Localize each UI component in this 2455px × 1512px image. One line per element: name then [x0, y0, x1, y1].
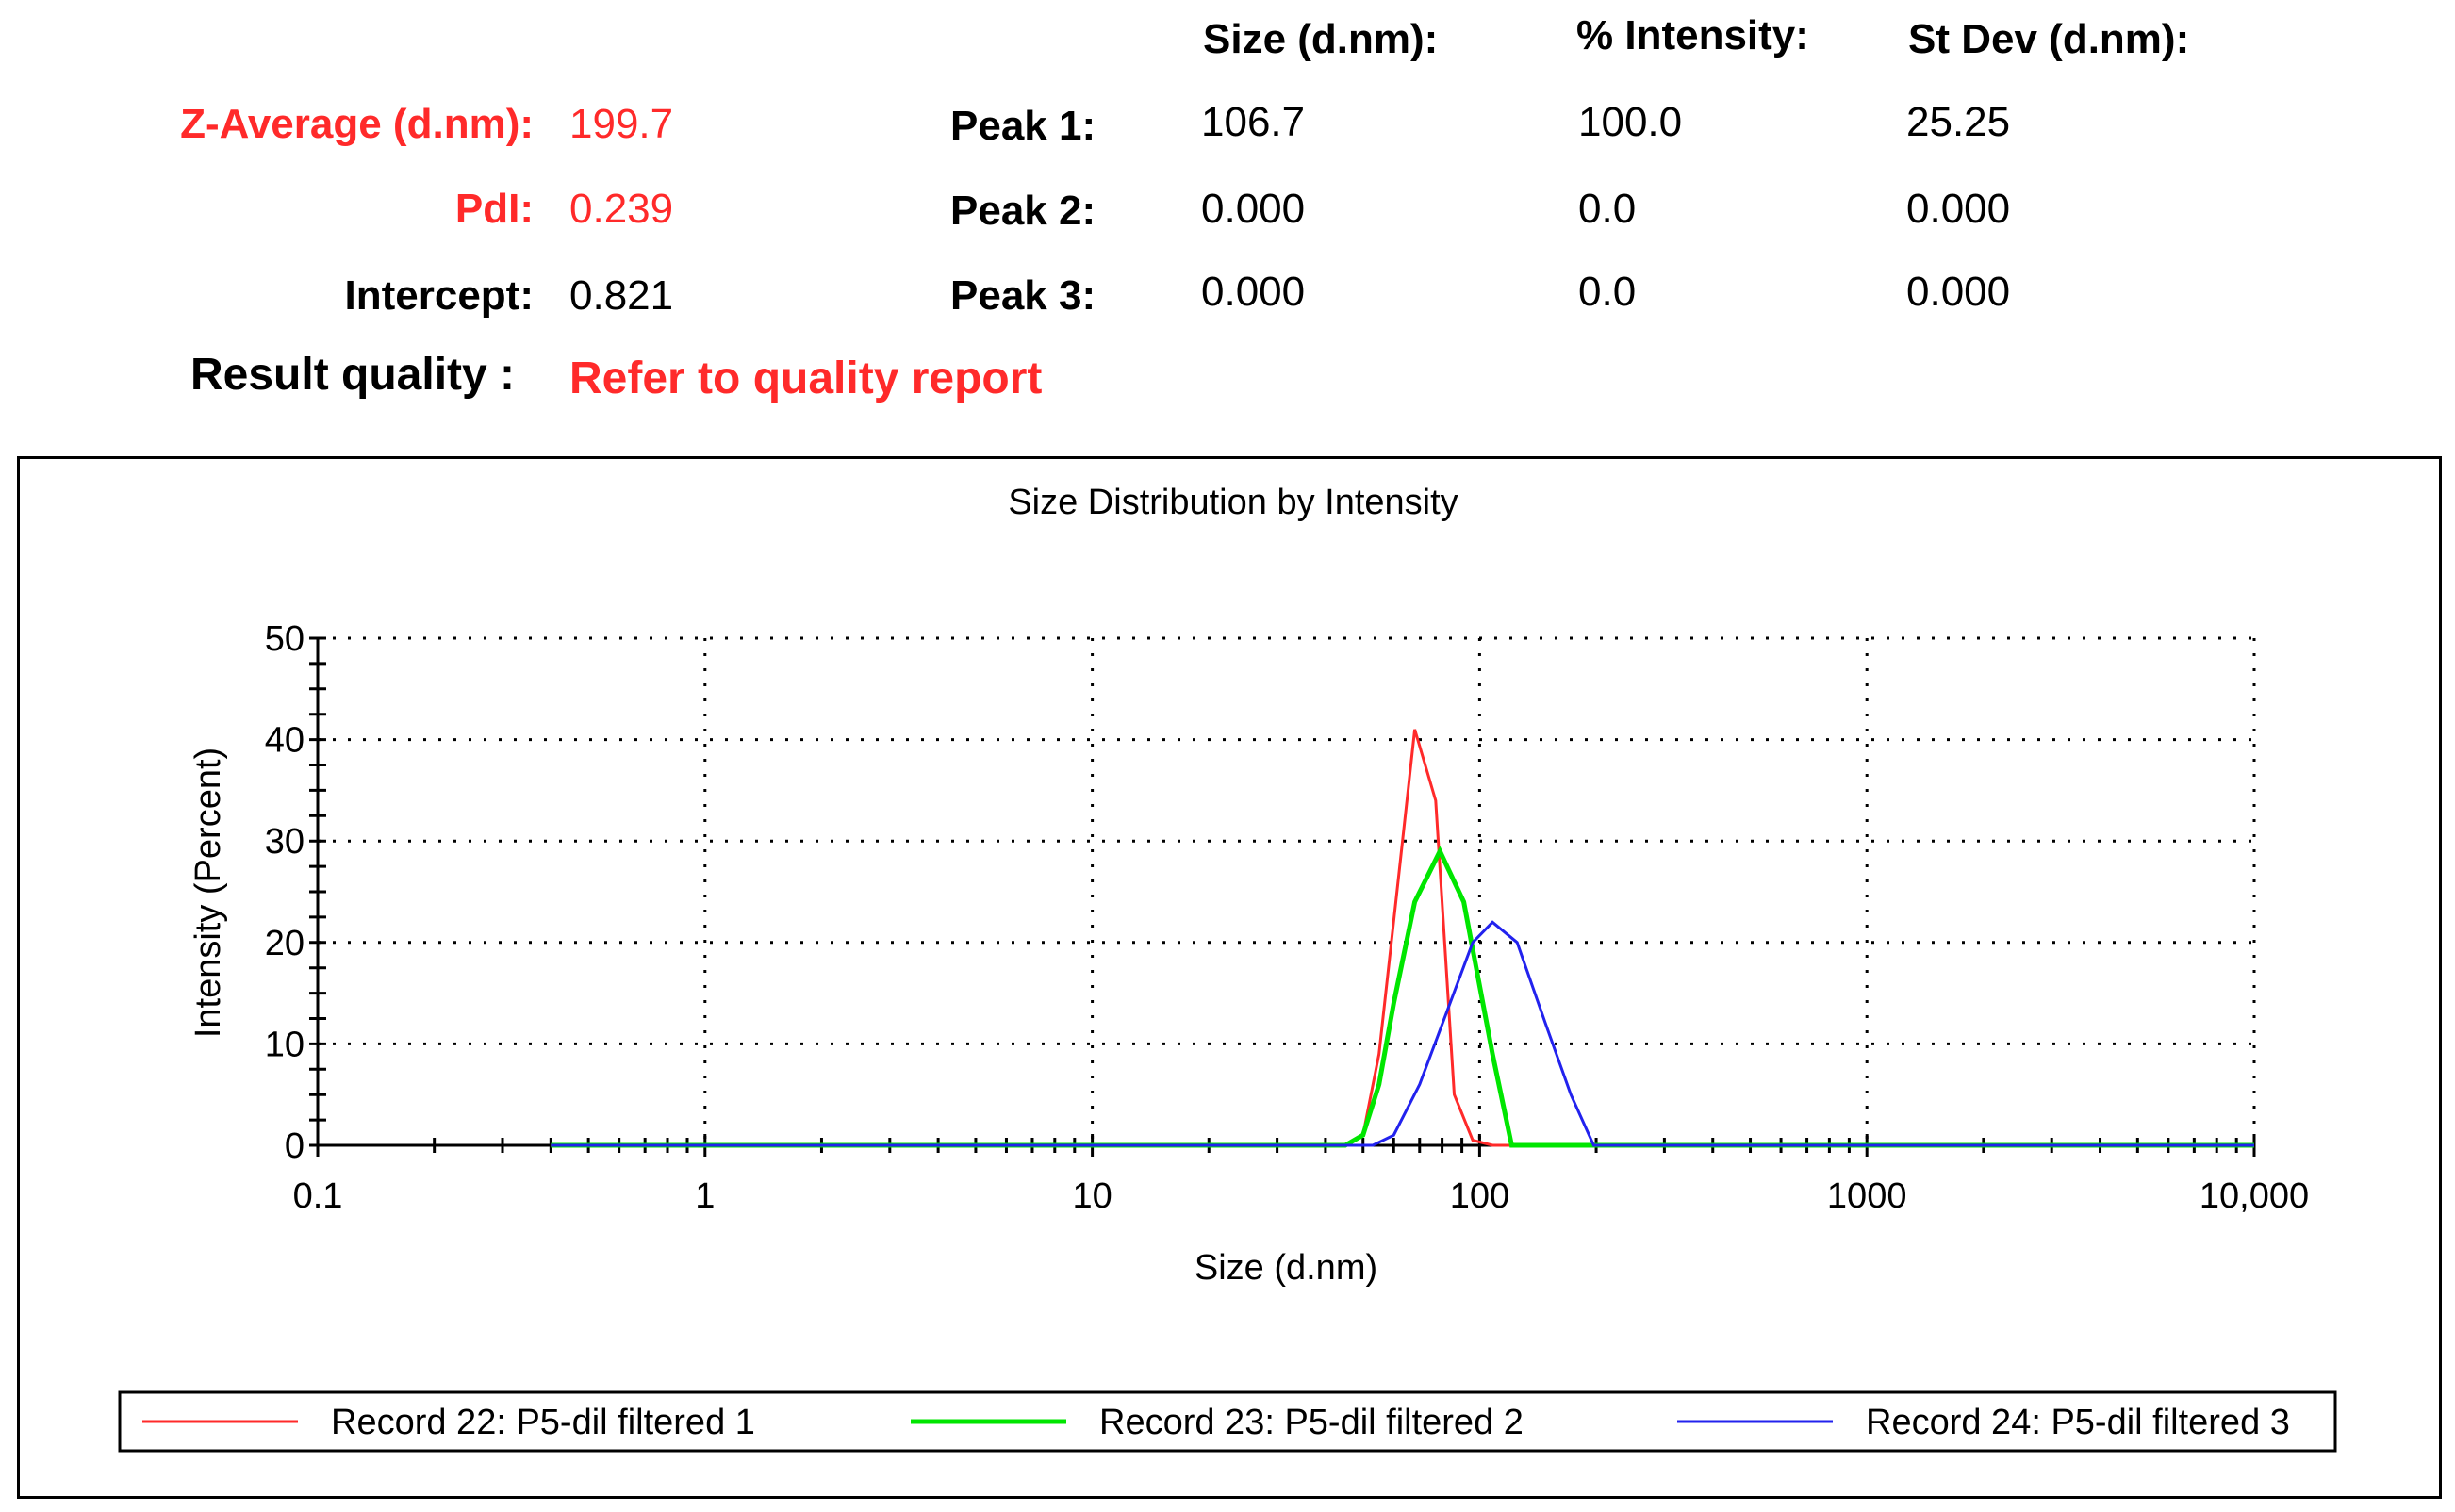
series-layer [551, 729, 2254, 1148]
legend-label-1: Record 22: P5-dil filtered 1 [331, 1403, 755, 1442]
series-line-3 [551, 920, 2254, 1147]
result-quality-label: Result quality : [190, 350, 516, 400]
y-tick-label: 10 [265, 1025, 305, 1064]
grid-layer [318, 636, 2256, 1145]
peak-1-stdev: 25.25 [1906, 99, 2011, 145]
x-tick-label: 0.1 [293, 1176, 343, 1216]
peak-3-size: 0.000 [1201, 269, 1306, 315]
intercept-value: 0.821 [569, 272, 674, 319]
peak-3-intensity: 0.0 [1578, 269, 1637, 315]
peak-3-label: Peak 3: [950, 272, 1096, 319]
axes-layer: 0 10 20 30 40 50 0.1 1 10 100 1000 10,000 [265, 619, 2309, 1216]
peak-2-label: Peak 2: [950, 188, 1096, 234]
peak-1-label: Peak 1: [950, 103, 1096, 149]
size-distribution-chart: 0 10 20 30 40 50 0.1 1 10 100 1000 10,000 Size Dist… [118, 483, 2337, 1453]
peaks-header-size: Size (d.nm): [1203, 16, 1439, 62]
chart-panel: 0 10 20 30 40 50 0.1 1 10 100 1000 10,000 Size Dist… [17, 456, 2442, 1499]
x-tick-label: 1000 [1827, 1176, 1907, 1216]
legend-box [118, 1390, 2337, 1453]
peak-2-stdev: 0.000 [1906, 186, 2011, 232]
x-tick-label: 1 [695, 1176, 715, 1216]
pdi-label: PdI: [454, 186, 534, 232]
y-tick-label: 30 [265, 822, 305, 862]
legend-label-3: Record 24: P5-dil filtered 3 [1866, 1403, 2290, 1442]
chart-title: Size Distribution by Intensity [1008, 483, 1458, 522]
peaks-header-intensity: % Intensity: [1576, 12, 1809, 58]
peak-2-size: 0.000 [1201, 186, 1306, 232]
y-axis-label: Intensity (Percent) [189, 748, 228, 1038]
series-line-2 [551, 846, 2254, 1148]
series-line-1 [551, 729, 2254, 1147]
z-average-label: Z-Average (d.nm): [180, 101, 534, 147]
result-quality-value: Refer to quality report [569, 353, 1043, 403]
z-average-value: 199.7 [569, 101, 674, 147]
y-tick-label: 20 [265, 924, 305, 963]
peak-2-intensity: 0.0 [1578, 186, 1637, 232]
peaks-header-stdev: St Dev (d.nm): [1908, 16, 2190, 62]
x-tick-label: 10,000 [2200, 1176, 2309, 1216]
peak-1-intensity: 100.0 [1578, 99, 1683, 145]
intercept-label: Intercept: [344, 272, 534, 319]
y-tick-label: 50 [265, 619, 305, 659]
y-tick-label: 40 [265, 721, 305, 761]
pdi-value: 0.239 [569, 186, 674, 232]
x-tick-label: 100 [1450, 1176, 1509, 1216]
peak-3-stdev: 0.000 [1906, 269, 2011, 315]
y-tick-label: 0 [285, 1126, 305, 1166]
legend: Record 22: P5-dil filtered 1 Record 23: P… [118, 1390, 2337, 1453]
x-axis-label: Size (d.nm) [1195, 1248, 1377, 1288]
x-tick-label: 10 [1072, 1176, 1112, 1216]
legend-label-2: Record 23: P5-dil filtered 2 [1099, 1403, 1524, 1442]
peak-1-size: 106.7 [1201, 99, 1306, 145]
